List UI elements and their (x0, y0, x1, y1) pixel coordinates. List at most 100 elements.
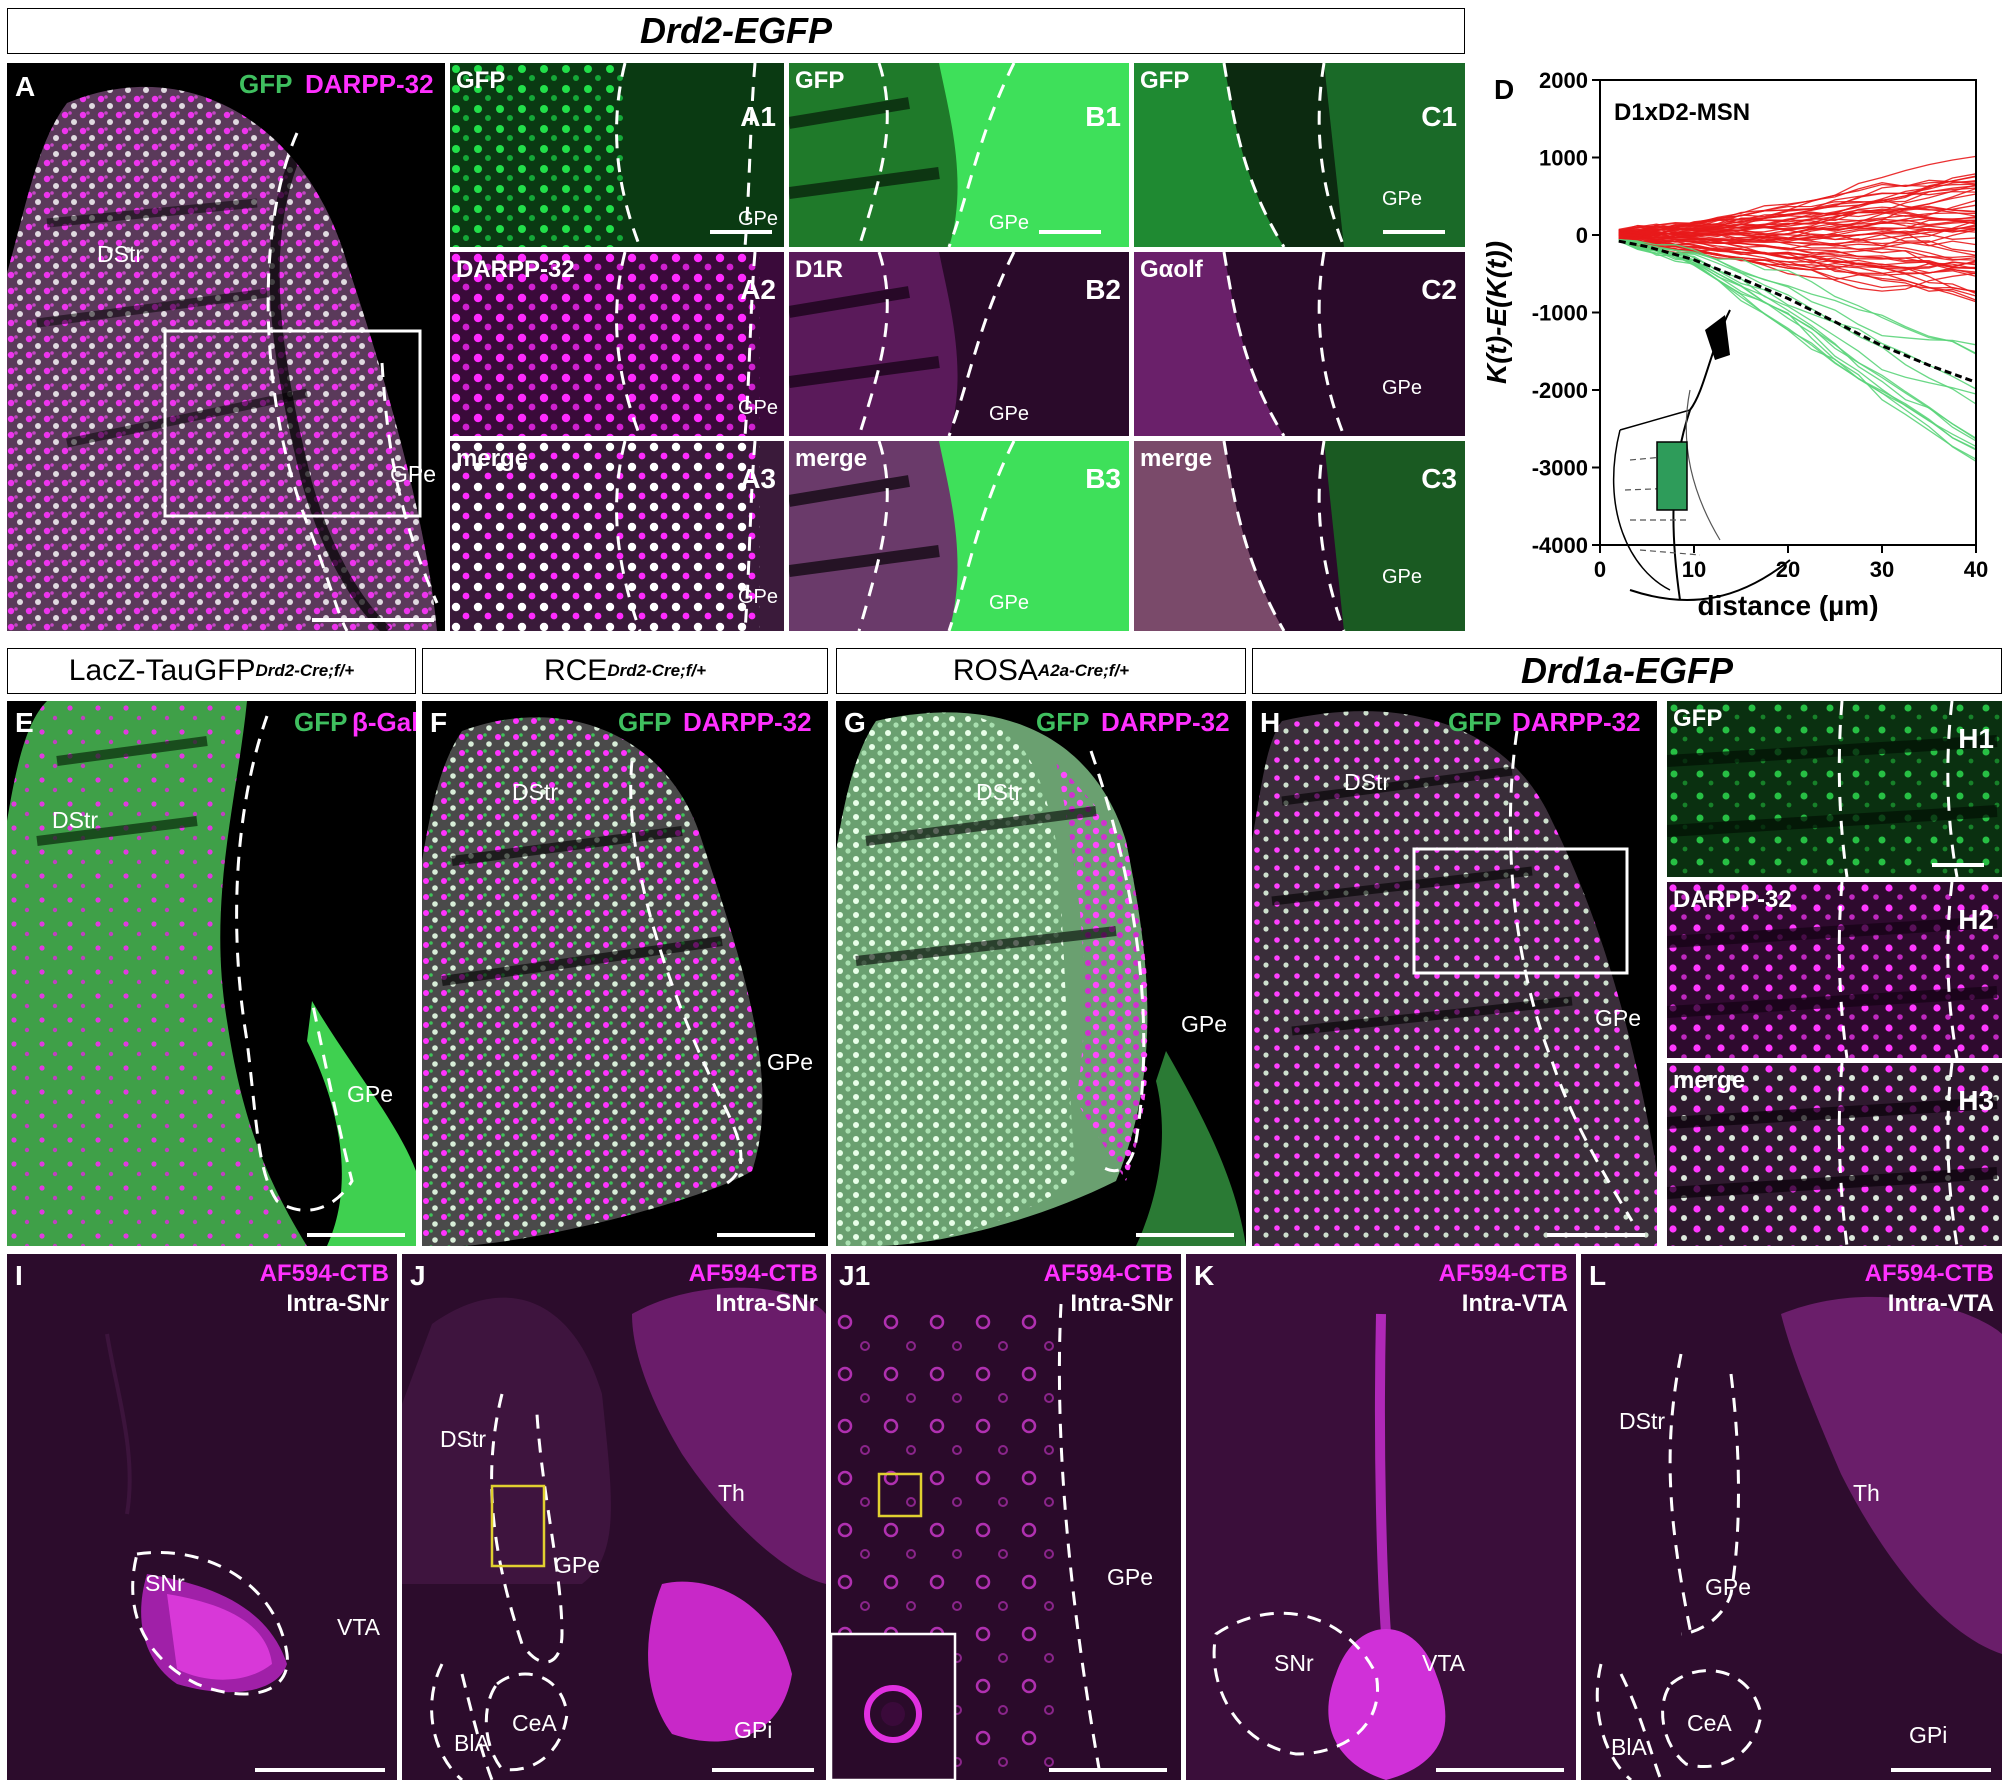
header-drd2-egfp: Drd2-EGFP (7, 8, 1465, 54)
panel-c2-gpe: GPe (1382, 377, 1423, 399)
chart-x-tick-label: 40 (1964, 557, 1988, 582)
panel-a-gpe-label: GPe (390, 461, 437, 487)
panel-e-gfp-label: GFP (294, 707, 348, 737)
panel-e-bgal-label: β-Gal (352, 707, 416, 737)
header-rce-sup: Drd2-Cre;f/+ (607, 661, 707, 680)
panel-h3-id: H3 (1958, 1085, 1994, 1116)
panel-e-gpe-label: GPe (347, 1081, 394, 1107)
panel-k-snr-label: SNr (1274, 1650, 1314, 1676)
panel-j-image: J AF594-CTB Intra-SNr DStr Th GPe GPi Bl… (402, 1254, 826, 1780)
chart-series-line (1618, 175, 1977, 232)
panel-i-letter: I (15, 1260, 23, 1291)
panel-h-dstr-label: DStr (1344, 769, 1390, 795)
panel-g-gfp-label: GFP (1036, 707, 1090, 737)
panel-f-gfp-label: GFP (618, 707, 672, 737)
chart-series-line (1618, 239, 1977, 293)
header-rosa-text: ROSA (952, 654, 1038, 687)
panel-e-image: E GFP β-Gal DStr GPe (7, 701, 416, 1246)
panel-a-scale-bar (312, 618, 434, 622)
panel-h1-micrograph (1667, 701, 2002, 877)
panel-a3-channel: merge (456, 445, 529, 472)
panel-l-site: Intra-VTA (1887, 1290, 1994, 1317)
panel-h2-channel: DARPP-32 (1673, 886, 1792, 913)
panel-h2-id: H2 (1958, 904, 1994, 935)
panel-c2-micrograph (1134, 252, 1465, 436)
panel-g-gpe-label: GPe (1181, 1011, 1228, 1037)
panel-c1-id: C1 (1421, 101, 1457, 132)
chart-series-line (1618, 239, 1977, 395)
panel-e-micrograph (7, 701, 416, 1246)
chart-title: D1xD2-MSN (1614, 99, 1750, 126)
header-rce-text: RCE (543, 654, 608, 687)
panel-f-image: F GFP DARPP-32 DStr GPe (422, 701, 828, 1246)
panel-c1-channel: GFP (1140, 67, 1190, 94)
panel-j1-scale-bar (1049, 1768, 1167, 1772)
panel-b3-id: B3 (1085, 463, 1121, 494)
panel-a-dstr-label: DStr (97, 241, 143, 267)
header-rce: RCE Drd2-Cre;f/+ (422, 648, 828, 694)
panel-b2-channel: D1R (795, 256, 844, 283)
panel-f-gpe-label: GPe (767, 1049, 814, 1075)
chart-y-tick-label: 0 (1576, 223, 1588, 248)
panel-a2-micrograph (450, 252, 784, 436)
panel-e-dstr-label: DStr (52, 807, 98, 833)
header-rosa-sup: A2a-Cre;f/+ (1037, 661, 1130, 680)
panel-j-gpe-label: GPe (554, 1552, 601, 1578)
panel-i-micrograph (7, 1254, 397, 1780)
panel-j1-tracer: AF594-CTB (1043, 1260, 1173, 1287)
panel-k-letter: K (1194, 1260, 1215, 1291)
panel-k-site: Intra-VTA (1461, 1290, 1568, 1317)
panel-a-letter: A (15, 71, 36, 102)
panel-b3-image: merge B3 GPe (789, 441, 1129, 631)
panel-c3-gpe: GPe (1382, 566, 1423, 588)
panel-c3-image: merge C3 GPe (1134, 441, 1465, 631)
panel-l-letter: L (1589, 1260, 1607, 1291)
chart-x-tick-label: 30 (1870, 557, 1894, 582)
chart-x-axis-label: distance (µm) (1697, 590, 1878, 621)
panel-a1-scale-bar (710, 230, 772, 234)
panel-g-image: G GFP DARPP-32 DStr GPe (836, 701, 1246, 1246)
chart-x-tick-label: 20 (1776, 557, 1800, 582)
panel-a3-micrograph (450, 441, 784, 631)
chart-lines-group (1618, 155, 1977, 462)
panel-a1-image: GFP A1 GPe (450, 63, 784, 247)
panel-a-micrograph (7, 86, 439, 631)
panel-h-letter: H (1260, 707, 1281, 738)
panel-j1-image: AF594-CTB J1 Intra-SNr GPe (831, 1254, 1181, 1780)
header-drd1a-text: Drd1a-EGFP (1520, 650, 1734, 691)
panel-h-darpp-label: DARPP-32 (1512, 707, 1641, 737)
panel-j1-gpe-label: GPe (1107, 1564, 1154, 1590)
panel-h-micrograph (1252, 711, 1657, 1246)
panel-a2-channel: DARPP-32 (456, 256, 575, 283)
chart-series-line (1618, 234, 1977, 253)
chart-y-tick-label: -2000 (1532, 378, 1588, 403)
chart-y-tick-label: -4000 (1532, 533, 1588, 558)
panel-f-scale-bar (717, 1233, 815, 1237)
panel-c3-id: C3 (1421, 463, 1457, 494)
panel-h2-micrograph (1667, 882, 2002, 1058)
panel-f-letter: F (430, 707, 448, 738)
panel-b1-scale-bar (1039, 230, 1101, 234)
panel-a1-micrograph (450, 63, 784, 247)
panel-k-micrograph (1186, 1254, 1576, 1780)
panel-a2-id: A2 (740, 274, 776, 305)
panel-c1-gpe: GPe (1382, 188, 1423, 210)
panel-b3-micrograph (789, 441, 1129, 631)
panel-c3-micrograph (1134, 441, 1465, 631)
panel-b1-channel: GFP (795, 67, 845, 94)
panel-h3-image: merge H3 (1667, 1063, 2002, 1246)
chart-series-line (1618, 239, 1977, 390)
panel-l-image: L AF594-CTB Intra-VTA DStr Th GPe GPi Bl… (1581, 1254, 2002, 1780)
chart-series-line (1618, 206, 1977, 234)
panel-k-image: K AF594-CTB Intra-VTA SNr VTA (1186, 1254, 1576, 1780)
panel-i-tracer: AF594-CTB (259, 1260, 389, 1287)
panel-h1-scale-bar (1932, 863, 1984, 867)
panel-b1-micrograph (789, 63, 1129, 247)
panel-f-darpp-label: DARPP-32 (683, 707, 812, 737)
panel-b2-micrograph (789, 252, 1129, 436)
panel-f-dstr-label: DStr (512, 779, 558, 805)
panel-a-gfp-label: GFP (239, 69, 293, 99)
header-lacz-sup: Drd2-Cre;f/+ (255, 661, 355, 680)
chart-x-tick-label: 0 (1594, 557, 1606, 582)
chart-series-line (1618, 209, 1977, 235)
